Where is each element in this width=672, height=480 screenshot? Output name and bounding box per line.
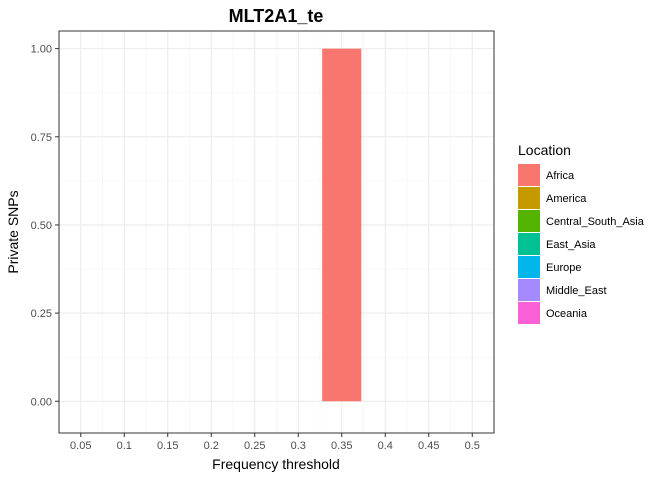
x-tick-label: 0.15 — [157, 440, 178, 452]
legend-key-central_south_asia — [518, 210, 540, 232]
legend-label-central_south_asia: Central_South_Asia — [546, 216, 645, 228]
legend-key-africa — [518, 164, 540, 186]
bar-africa-0.35 — [322, 48, 362, 402]
legend-key-east_asia — [518, 233, 540, 255]
x-tick-label: 0.1 — [117, 440, 132, 452]
legend-label-east_asia: East_Asia — [546, 239, 596, 251]
legend-label-america: America — [546, 193, 587, 205]
y-tick-label: 0.75 — [31, 132, 52, 144]
legend-label-europe: Europe — [546, 262, 581, 274]
legend-key-europe — [518, 256, 540, 278]
legend-label-africa: Africa — [546, 170, 575, 182]
legend: Location Africa America Central_South_Asia… — [518, 142, 645, 324]
legend-label-oceania: Oceania — [546, 308, 588, 320]
legend-label-middle_east: Middle_East — [546, 285, 607, 297]
legend-key-america — [518, 187, 540, 209]
y-tick-label: 0.50 — [31, 220, 52, 232]
plot-area: 0.05 0.1 0.15 0.2 0.25 0.3 0.35 0.4 0.45 0.5 0.00 0… — [31, 30, 495, 452]
x-tick-label: 0.3 — [291, 440, 306, 452]
x-tick-label: 0.2 — [204, 440, 219, 452]
legend-key-middle_east — [518, 279, 540, 301]
chart-title: MLT2A1_te — [229, 6, 324, 26]
legend-title: Location — [518, 142, 571, 158]
x-axis-title: Frequency threshold — [212, 456, 340, 472]
x-tick-label: 0.35 — [331, 440, 352, 452]
y-tick-label: 1.00 — [31, 44, 52, 56]
x-tick-label: 0.25 — [244, 440, 265, 452]
legend-key-oceania — [518, 302, 540, 324]
x-tick-label: 0.45 — [418, 440, 439, 452]
panel-border — [58, 30, 495, 434]
x-tick-label: 0.05 — [70, 440, 91, 452]
x-tick-label: 0.4 — [378, 440, 393, 452]
y-axis-title: Private SNPs — [5, 190, 21, 273]
y-tick-label: 0.00 — [31, 396, 52, 408]
x-tick-label: 0.5 — [465, 440, 480, 452]
y-tick-label: 0.25 — [31, 308, 52, 320]
